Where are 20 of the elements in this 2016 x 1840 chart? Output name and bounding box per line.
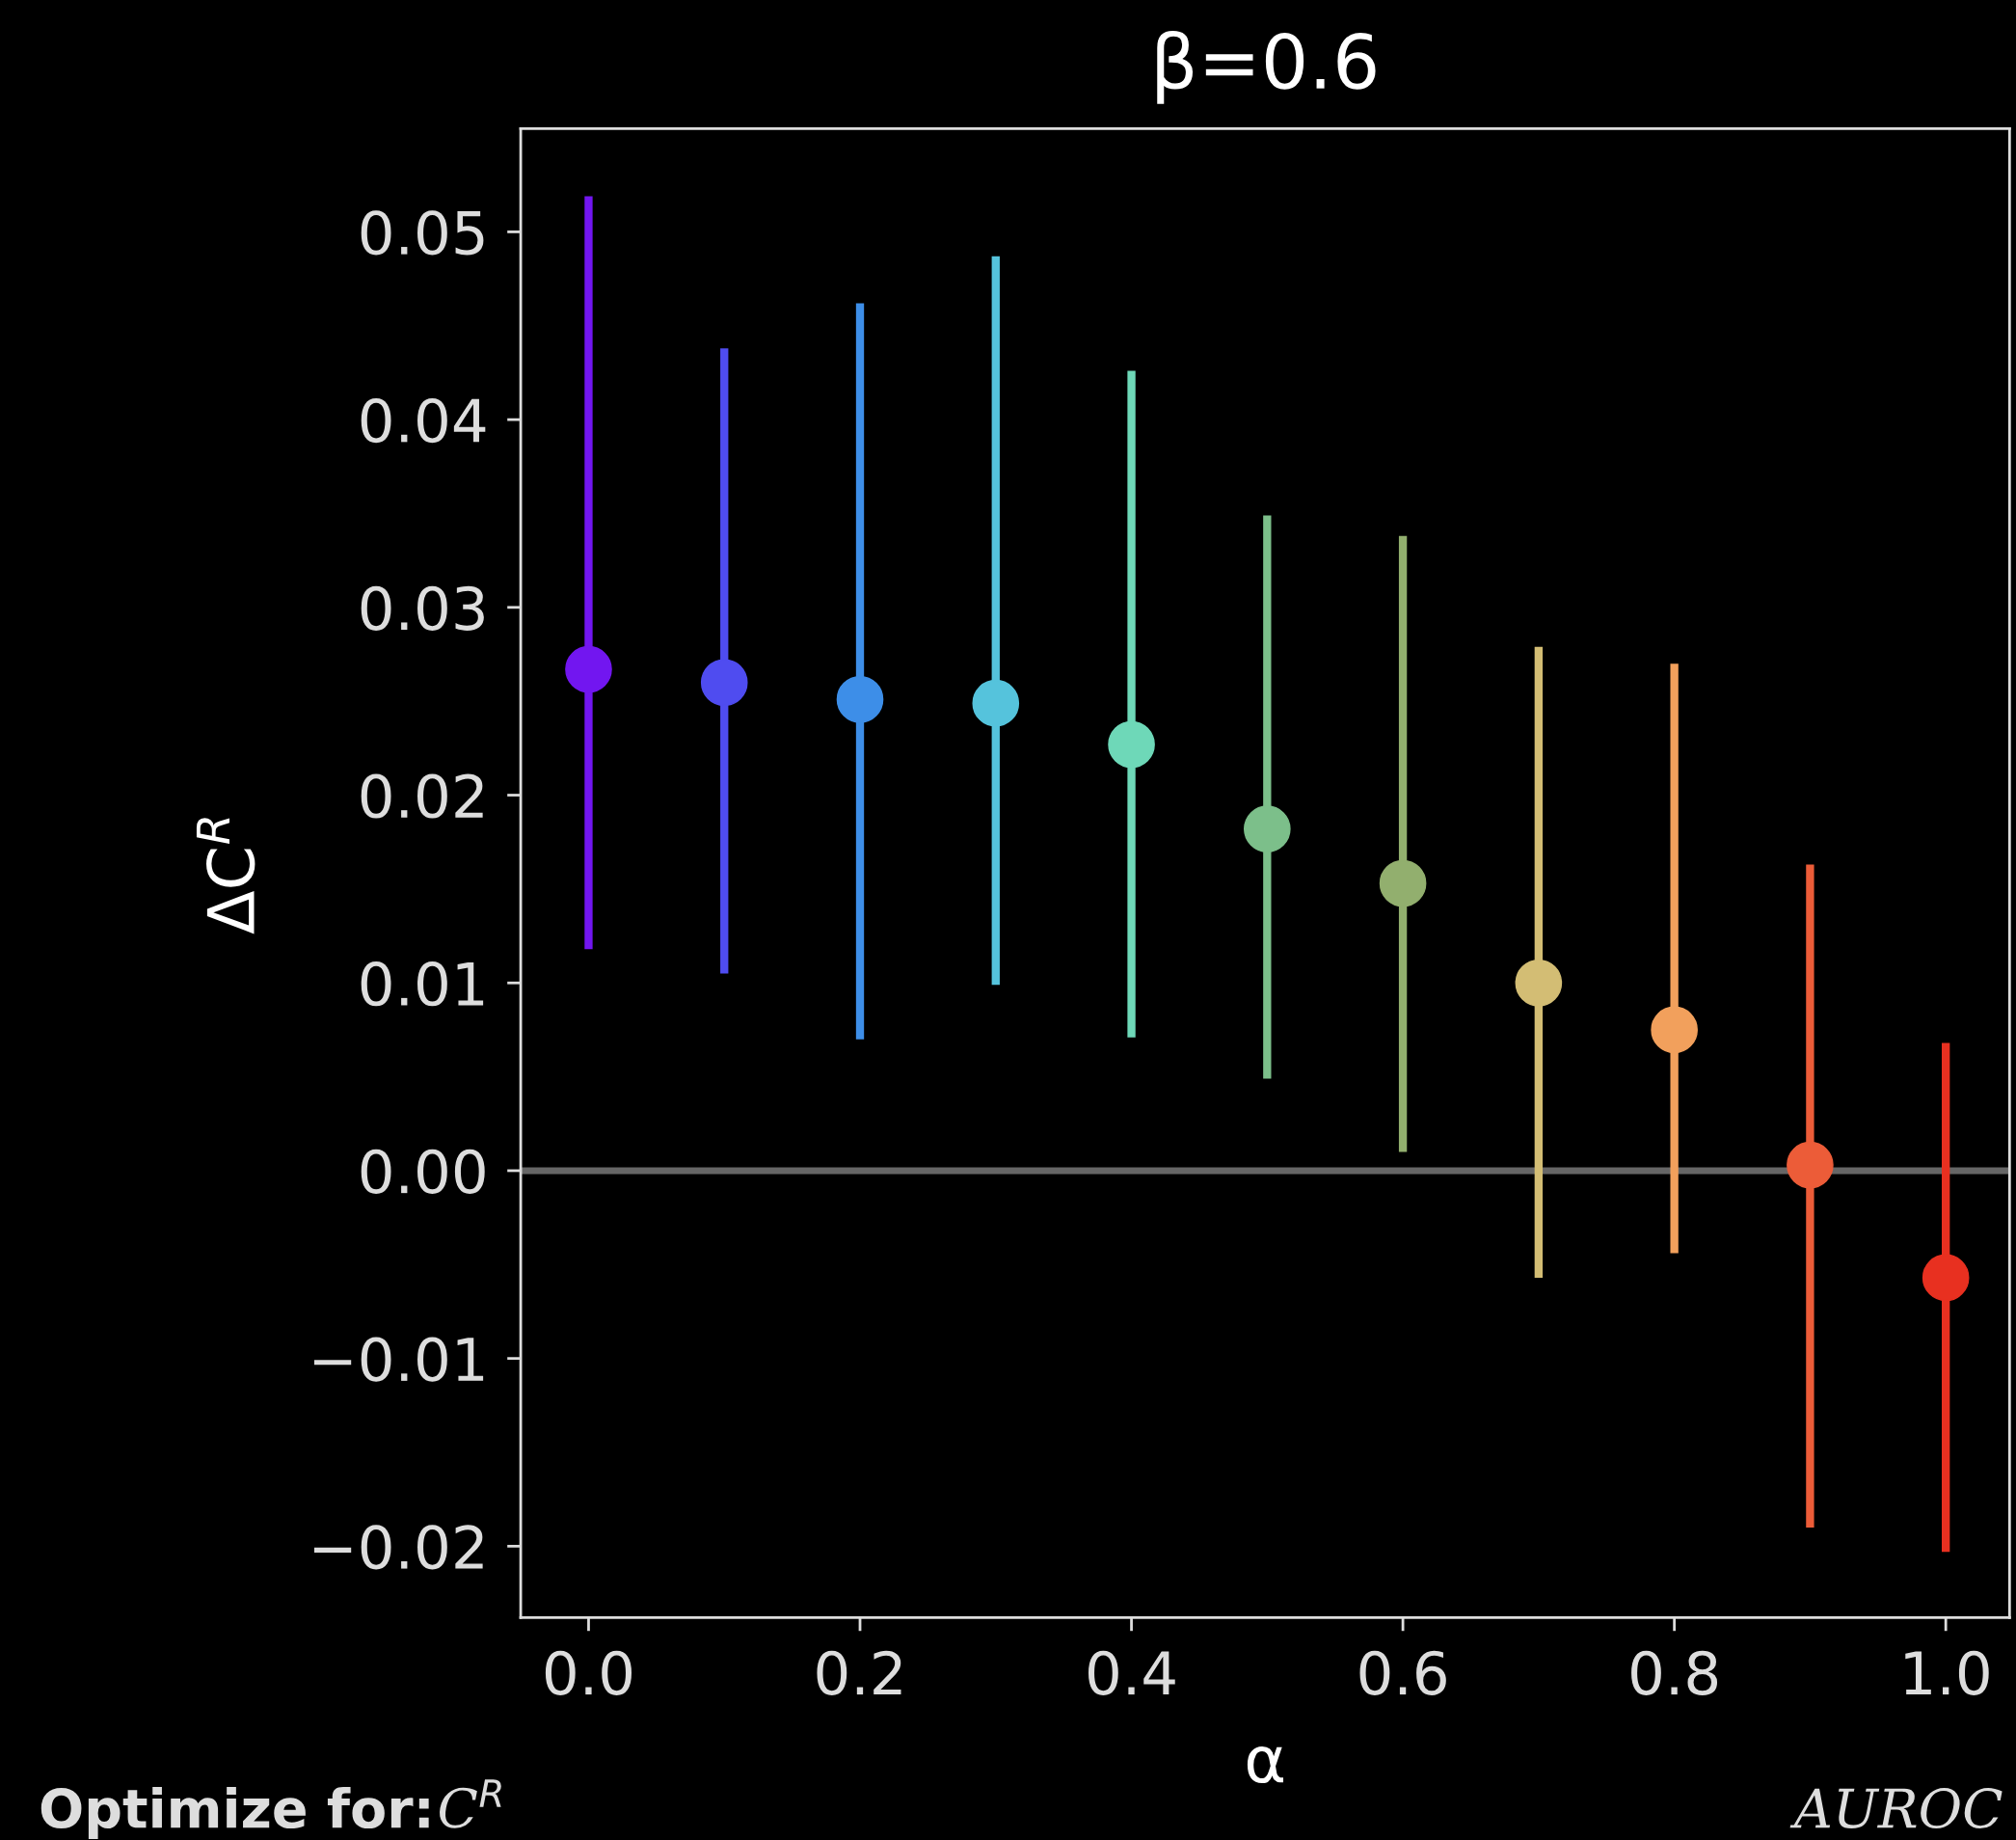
x-tick-label: 0.4 xyxy=(1088,1650,1175,1695)
y-tick-label: 0.01 xyxy=(361,961,484,1007)
chart-title: β=0.6 xyxy=(1157,31,1376,104)
y-axis-title: ΔC$^{R}$ xyxy=(196,818,255,934)
text: Optimize for: xyxy=(40,1787,429,1839)
y-tick-label: 0.04 xyxy=(361,397,486,444)
x-axis-title: α xyxy=(1247,1745,1283,1784)
text: AUROC xyxy=(1789,1788,2003,1829)
x-tick-label: 0.0 xyxy=(545,1650,632,1695)
y-tick-label: −0.02 xyxy=(313,1525,483,1570)
text: C$^{R}$ xyxy=(439,1779,501,1828)
y-tick-label: −0.01 xyxy=(313,1337,484,1382)
x-tick-label: 0.2 xyxy=(817,1650,901,1695)
x-tick-label: 0.8 xyxy=(1631,1650,1718,1695)
y-tick-label: 0.05 xyxy=(361,210,484,256)
x-tick-label: 0.6 xyxy=(1359,1650,1446,1695)
x-tick-label: 1.0 xyxy=(1905,1650,1989,1695)
y-tick-label: 0.00 xyxy=(361,1149,485,1195)
y-tick-label: 0.02 xyxy=(361,773,483,819)
y-tick-label: 0.03 xyxy=(361,585,484,631)
